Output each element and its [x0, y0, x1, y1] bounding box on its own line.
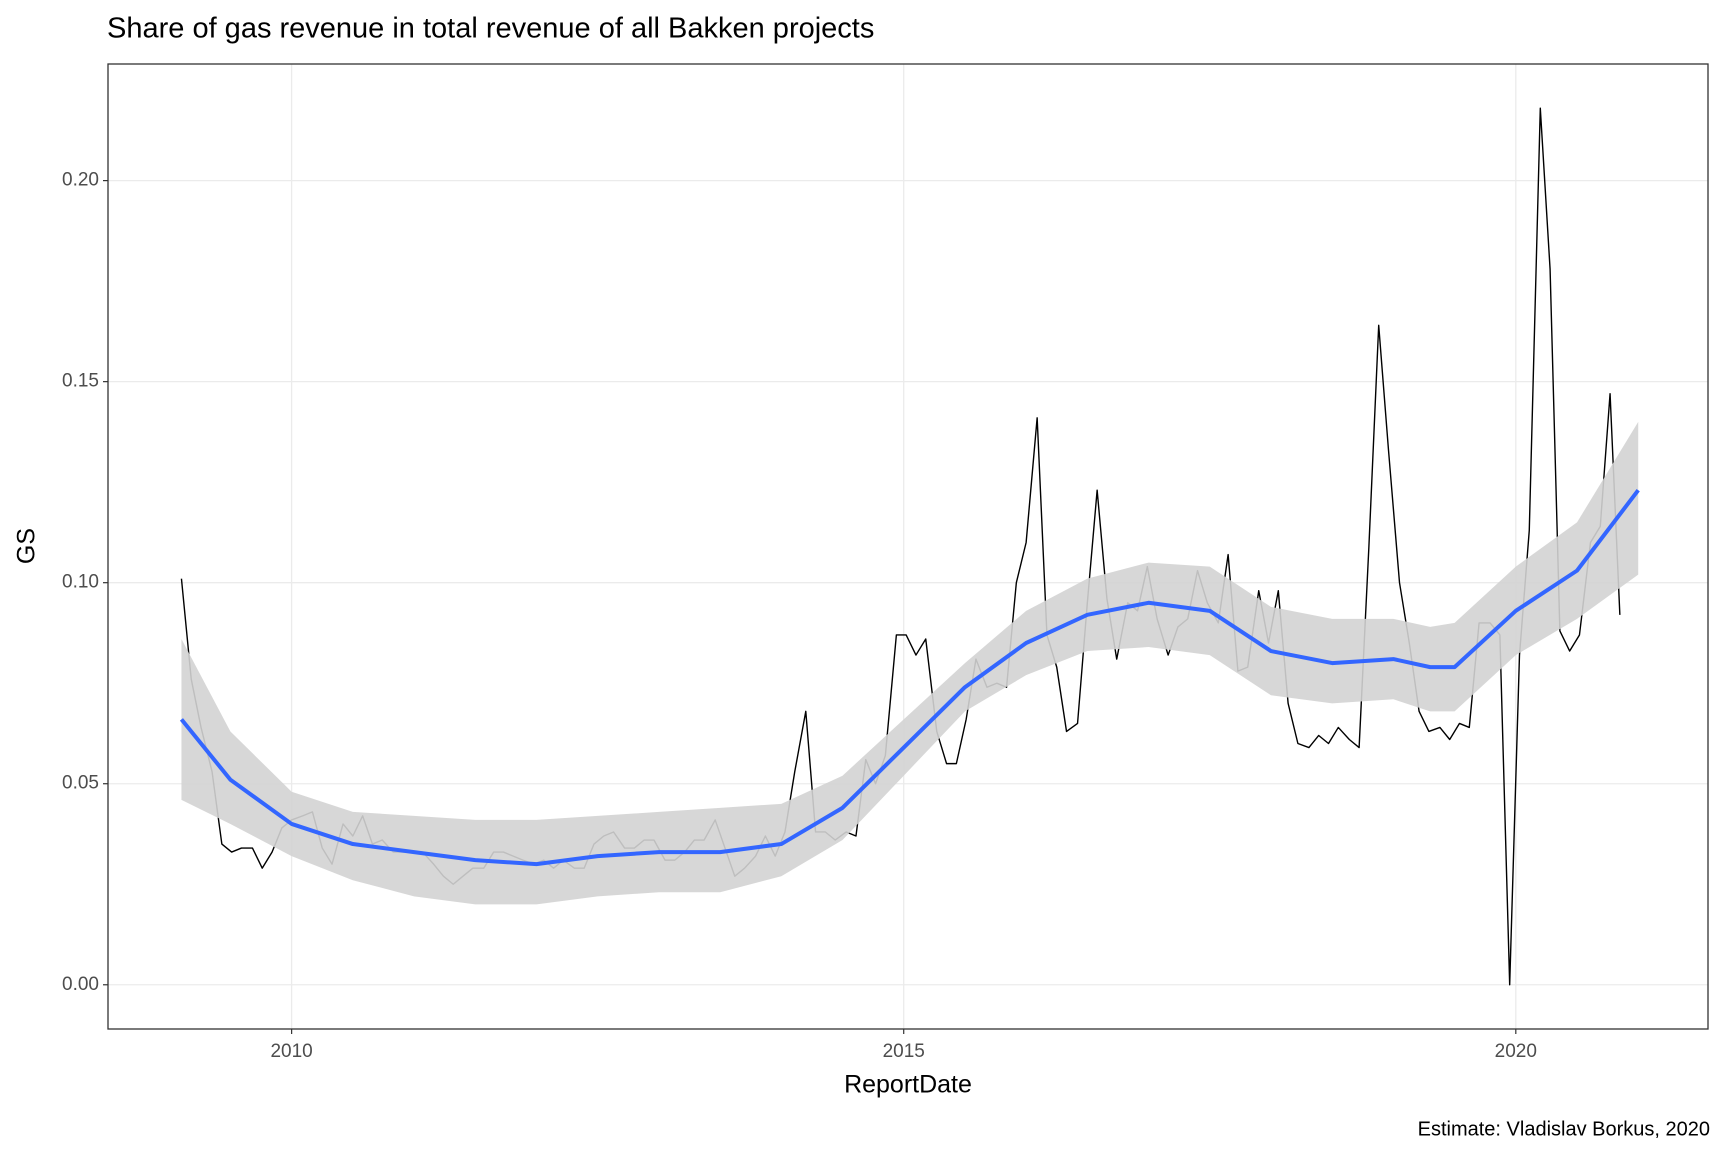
y-tick-label: 0.10 [62, 572, 99, 593]
panel-border [107, 63, 1709, 1030]
y-tick-label: 0.05 [62, 773, 99, 794]
chart-title: Share of gas revenue in total revenue of… [107, 13, 874, 45]
x-axis-title: ReportDate [844, 1071, 972, 1099]
smooth-line [179, 488, 1640, 867]
y-tick-label: 0.20 [62, 170, 99, 191]
caption: Estimate: Vladislav Borkus, 2020 [1418, 1118, 1710, 1140]
y-axis-title: GS [13, 528, 41, 564]
x-tick-label: 2015 [883, 1041, 925, 1062]
x-tick-label: 2020 [1495, 1041, 1537, 1062]
x-tick-label: 2010 [270, 1041, 312, 1062]
y-tick-label: 0.15 [62, 371, 99, 392]
y-tick-label: 0.00 [62, 974, 99, 995]
